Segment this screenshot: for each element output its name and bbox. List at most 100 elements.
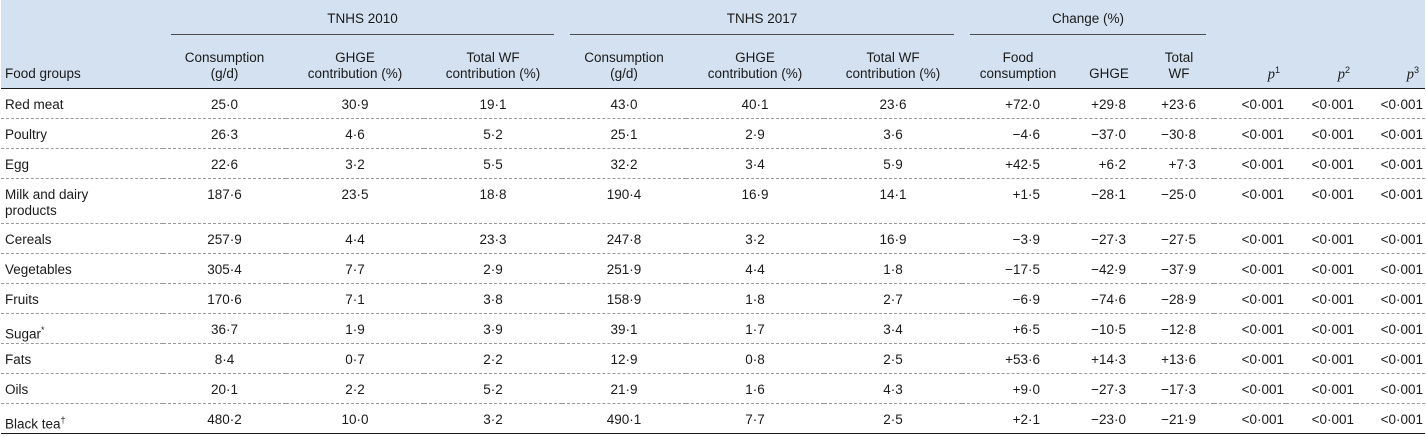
cell-p2: <0·001 [1311, 412, 1354, 427]
cell-food-consumption-change: +9·0 [1012, 382, 1040, 397]
footnote-marker: † [60, 415, 66, 425]
cell-consumption-2017: 39·1 [610, 322, 638, 337]
cell-food-consumption-change: +72·0 [1005, 97, 1040, 112]
col-ghge-change: GHGE [1089, 66, 1129, 81]
cell-food-group: Egg [5, 157, 30, 172]
cell-total-wf-change: −37·9 [1161, 262, 1196, 277]
cell-p1: <0·001 [1241, 232, 1284, 247]
cell-total-wf-change: +7·3 [1168, 157, 1196, 172]
cell-food-consumption-change: +2·1 [1012, 412, 1040, 427]
cell-consumption-2017: 43·0 [610, 97, 638, 112]
cell-p3: <0·001 [1380, 382, 1423, 397]
cell-wf-2017: 2·5 [883, 412, 903, 427]
cell-ghge-2017: 1·7 [745, 322, 765, 337]
group-tnhs-2010: TNHS 2010 [163, 0, 562, 38]
header-column-row: Food groups Consumption (g/d) GHGE contrib… [1, 38, 1425, 89]
cell-food-group: Black tea† [5, 415, 66, 432]
cell-wf-2010: 5·2 [483, 382, 503, 397]
cell-food-consumption-change: +42·5 [1005, 157, 1040, 172]
cell-p2: <0·001 [1311, 157, 1354, 172]
cell-ghge-2017: 3·4 [745, 157, 765, 172]
cell-ghge-2017: 40·1 [741, 97, 769, 112]
group-change: Change (%) [962, 0, 1214, 38]
cell-wf-2010: 19·1 [479, 97, 507, 112]
cell-total-wf-change: −12·8 [1161, 322, 1196, 337]
cell-ghge-2010: 10·0 [341, 412, 369, 427]
cell-ghge-change: +6·2 [1098, 157, 1126, 172]
cell-wf-2017: 23·6 [879, 97, 907, 112]
cell-wf-2010: 5·2 [483, 127, 503, 142]
group-tnhs-2017: TNHS 2017 [562, 0, 962, 38]
cell-ghge-2017: 16·9 [741, 187, 769, 202]
col-food-groups: Food groups [5, 66, 81, 81]
cell-ghge-2010: 7·1 [345, 292, 365, 307]
cell-consumption-2017: 25·1 [610, 127, 638, 142]
cell-food-group: Milk and dairy products [5, 187, 89, 218]
cell-consumption-2017: 158·9 [606, 292, 642, 307]
cell-p1: <0·001 [1241, 292, 1284, 307]
cell-food-consumption-change: −3·9 [1012, 232, 1040, 247]
cell-ghge-2010: 0·7 [345, 352, 365, 367]
cell-consumption-2017: 247·8 [606, 232, 642, 247]
cell-ghge-2017: 3·2 [745, 232, 765, 247]
cell-consumption-2010: 26·3 [210, 127, 239, 142]
cell-p2: <0·001 [1311, 382, 1354, 397]
cell-consumption-2010: 36·7 [210, 322, 239, 337]
cell-p1: <0·001 [1241, 127, 1284, 142]
col-wf-2010: Total WF contribution (%) [445, 50, 541, 81]
cell-p2: <0·001 [1311, 352, 1354, 367]
cell-food-group: Fruits [5, 292, 39, 307]
col-wf-2017: Total WF contribution (%) [845, 50, 941, 81]
cell-total-wf-change: +13·6 [1161, 352, 1196, 367]
cell-p3: <0·001 [1380, 232, 1423, 247]
cell-consumption-2010: 8·4 [214, 352, 235, 367]
table-row: Vegetables 305·4 7·7 2·9 251·9 4·4 1·8 −17·5 −42… [1, 254, 1425, 284]
cell-ghge-change: +14·3 [1091, 352, 1126, 367]
cell-p3: <0·001 [1380, 127, 1423, 142]
table-row: Black tea† 480·2 10·0 3·2 490·1 7·7 2·5 +2·1 −23… [1, 404, 1425, 434]
cell-p2: <0·001 [1311, 292, 1354, 307]
table-header: TNHS 2010 TNHS 2017 Change (%) Food grou… [1, 0, 1425, 89]
cell-consumption-2010: 480·2 [207, 412, 242, 427]
table-row: Milk and dairy products 187·6 23·5 18·8 190·4… [1, 179, 1425, 224]
cell-consumption-2010: 22·6 [210, 157, 239, 172]
cell-p1: <0·001 [1241, 322, 1284, 337]
cell-p1: <0·001 [1241, 262, 1284, 277]
table-row: Sugar* 36·7 1·9 3·9 39·1 1·7 3·4 +6·5 −10·5 −12·8… [1, 314, 1425, 344]
col-food-consumption-change: Food consumption [979, 50, 1057, 81]
cell-p2: <0·001 [1311, 232, 1354, 247]
cell-wf-2017: 1·8 [883, 262, 903, 277]
cell-food-group: Cereals [5, 232, 52, 247]
cell-consumption-2010: 20·1 [210, 382, 239, 397]
cell-ghge-2010: 2·2 [345, 382, 365, 397]
cell-total-wf-change: −28·9 [1161, 292, 1196, 307]
cell-consumption-2017: 190·4 [606, 187, 642, 202]
table-row: Egg 22·6 3·2 5·5 32·2 3·4 5·9 +42·5 +6·2 +7·3 <0·0… [1, 149, 1425, 179]
cell-total-wf-change: −27·5 [1161, 232, 1196, 247]
cell-p2: <0·001 [1311, 127, 1354, 142]
col-p2: p2 [1337, 64, 1350, 83]
cell-p3: <0·001 [1380, 412, 1423, 427]
cell-p3: <0·001 [1380, 292, 1423, 307]
cell-p2: <0·001 [1311, 187, 1354, 202]
cell-total-wf-change: −25·0 [1161, 187, 1196, 202]
col-ghge-2017: GHGE contribution (%) [707, 50, 803, 81]
cell-wf-2010: 5·5 [483, 157, 503, 172]
cell-ghge-2010: 30·9 [341, 97, 369, 112]
cell-food-consumption-change: −6·9 [1012, 292, 1040, 307]
cell-food-consumption-change: +6·5 [1012, 322, 1040, 337]
cell-ghge-2017: 1·6 [745, 382, 765, 397]
cell-wf-2017: 3·6 [883, 127, 903, 142]
cell-consumption-2010: 170·6 [207, 292, 242, 307]
cell-ghge-change: −37·0 [1091, 127, 1126, 142]
cell-p2: <0·001 [1311, 97, 1354, 112]
cell-ghge-change: −74·6 [1091, 292, 1126, 307]
table-row: Red meat 25·0 30·9 19·1 43·0 40·1 23·6 +72·0 +29… [1, 89, 1425, 119]
col-p3: p3 [1406, 64, 1419, 83]
cell-consumption-2017: 251·9 [606, 262, 642, 277]
cell-ghge-2010: 1·9 [345, 322, 365, 337]
cell-consumption-2017: 21·9 [610, 382, 638, 397]
cell-consumption-2017: 490·1 [606, 412, 642, 427]
cell-p1: <0·001 [1241, 352, 1284, 367]
cell-ghge-2010: 7·7 [345, 262, 365, 277]
